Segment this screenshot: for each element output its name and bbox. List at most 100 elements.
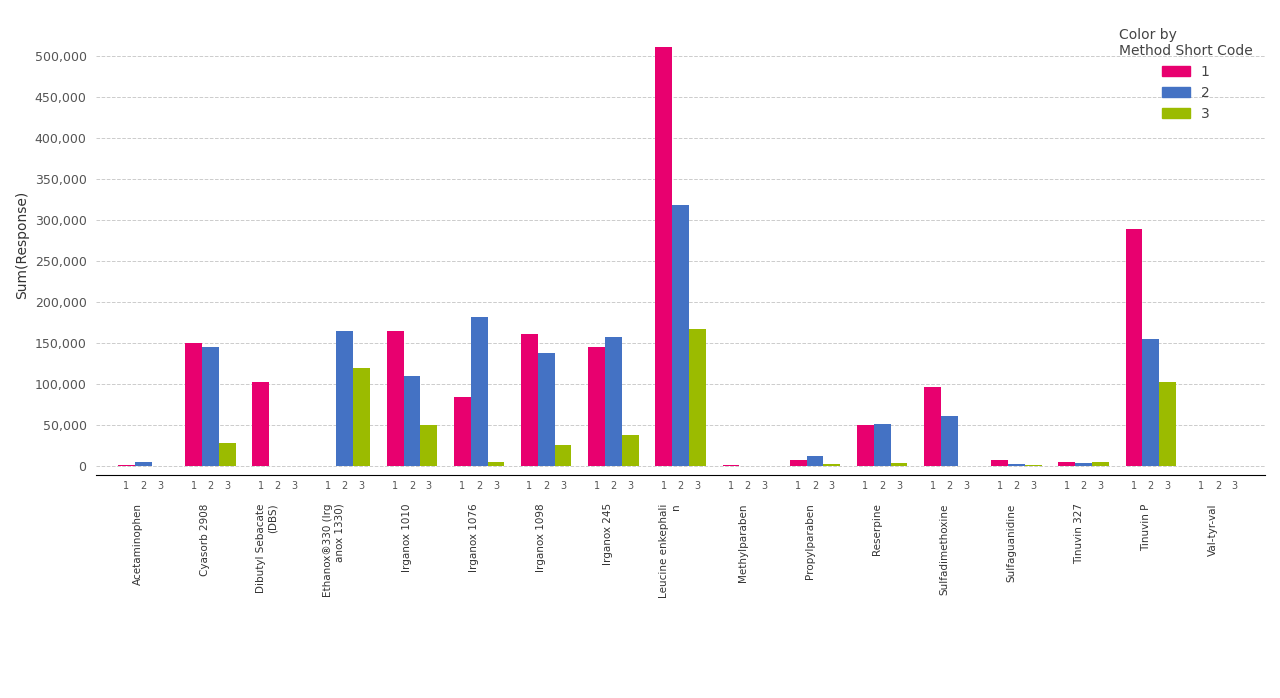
Bar	[521, 334, 538, 466]
Text: 1: 1	[594, 481, 600, 491]
Legend: 1, 2, 3: 1, 2, 3	[1114, 22, 1258, 126]
Text: 2: 2	[677, 481, 684, 491]
Text: 1: 1	[191, 481, 197, 491]
Bar	[252, 382, 269, 466]
Bar	[856, 425, 874, 466]
Bar	[387, 331, 403, 466]
Bar	[1025, 465, 1042, 466]
Bar	[672, 205, 689, 466]
Text: Methylparaben: Methylparaben	[737, 503, 748, 582]
Bar	[134, 462, 152, 466]
Text: 3: 3	[1097, 481, 1103, 491]
Text: 3: 3	[1030, 481, 1037, 491]
Text: 3: 3	[1231, 481, 1238, 491]
Text: 1: 1	[997, 481, 1002, 491]
Bar	[1009, 464, 1025, 466]
Text: Val-tyr-val: Val-tyr-val	[1208, 503, 1219, 556]
Bar	[219, 443, 236, 466]
Text: 1: 1	[1198, 481, 1204, 491]
Bar	[337, 331, 353, 466]
Bar	[1059, 462, 1075, 466]
Bar	[202, 348, 219, 466]
Bar	[538, 353, 554, 466]
Text: Irganox 245: Irganox 245	[603, 503, 613, 565]
Text: Tinuvin 327: Tinuvin 327	[1074, 503, 1084, 565]
Bar	[1125, 229, 1143, 466]
Text: 1: 1	[123, 481, 129, 491]
Bar	[924, 387, 941, 466]
Bar	[806, 456, 823, 466]
Text: Irganox 1010: Irganox 1010	[402, 503, 412, 572]
Text: 3: 3	[561, 481, 566, 491]
Text: Ethanox®330 (Irg
anox 1330): Ethanox®330 (Irg anox 1330)	[323, 503, 344, 597]
Bar	[991, 460, 1009, 466]
Text: Sulfadimethoxine: Sulfadimethoxine	[940, 503, 950, 595]
Text: 1: 1	[392, 481, 398, 491]
Text: 3: 3	[1165, 481, 1171, 491]
Text: 3: 3	[224, 481, 230, 491]
Bar	[420, 425, 438, 466]
Text: 2: 2	[1148, 481, 1155, 491]
Text: 2: 2	[476, 481, 483, 491]
Text: Leucine enkephali
n: Leucine enkephali n	[659, 503, 681, 597]
Text: 1: 1	[460, 481, 466, 491]
Text: Irganox 1076: Irganox 1076	[470, 503, 479, 572]
Text: Propylparaben: Propylparaben	[805, 503, 815, 579]
Text: 3: 3	[762, 481, 768, 491]
Text: 1: 1	[1132, 481, 1137, 491]
Bar	[941, 415, 957, 466]
Text: 1: 1	[728, 481, 733, 491]
Bar	[689, 329, 705, 466]
Text: 3: 3	[426, 481, 431, 491]
Text: 2: 2	[812, 481, 818, 491]
Bar	[118, 465, 134, 466]
Text: 2: 2	[1080, 481, 1087, 491]
Text: 1: 1	[526, 481, 532, 491]
Bar	[622, 436, 639, 466]
Text: 2: 2	[611, 481, 617, 491]
Text: Irganox 1098: Irganox 1098	[536, 503, 547, 572]
Bar	[655, 47, 672, 466]
Bar	[186, 343, 202, 466]
Text: 2: 2	[141, 481, 146, 491]
Bar	[1075, 463, 1092, 466]
Text: Acetaminophen: Acetaminophen	[133, 503, 143, 586]
Text: 1: 1	[325, 481, 332, 491]
Bar	[790, 460, 806, 466]
Text: 2: 2	[543, 481, 549, 491]
Text: 3: 3	[627, 481, 634, 491]
Bar	[554, 445, 571, 466]
Text: 3: 3	[493, 481, 499, 491]
Text: Cyasorb 2908: Cyasorb 2908	[201, 503, 210, 576]
Bar	[403, 376, 420, 466]
Bar	[823, 464, 840, 466]
Bar	[605, 336, 622, 466]
Text: 2: 2	[946, 481, 952, 491]
Bar	[723, 465, 740, 466]
Text: 1: 1	[257, 481, 264, 491]
Bar	[1143, 339, 1160, 466]
Bar	[1160, 382, 1176, 466]
Text: 2: 2	[408, 481, 415, 491]
Text: Tinuvin P: Tinuvin P	[1140, 503, 1151, 551]
Text: Dibutyl Sebacate
(DBS): Dibutyl Sebacate (DBS)	[256, 503, 278, 593]
Text: 2: 2	[1215, 481, 1221, 491]
Text: 2: 2	[274, 481, 280, 491]
Text: 3: 3	[358, 481, 365, 491]
Text: 1: 1	[1064, 481, 1070, 491]
Bar	[874, 424, 891, 466]
Text: 2: 2	[207, 481, 214, 491]
Text: 1: 1	[660, 481, 667, 491]
Bar	[891, 463, 908, 466]
Text: Sulfaguanidine: Sulfaguanidine	[1006, 503, 1016, 581]
Text: Reserpine: Reserpine	[872, 503, 882, 555]
Text: 2: 2	[342, 481, 348, 491]
Bar	[488, 462, 504, 466]
Text: 3: 3	[292, 481, 297, 491]
Bar	[353, 368, 370, 466]
Text: 3: 3	[157, 481, 163, 491]
Bar	[454, 397, 471, 466]
Bar	[1092, 462, 1108, 466]
Text: 3: 3	[896, 481, 902, 491]
Text: 1: 1	[795, 481, 801, 491]
